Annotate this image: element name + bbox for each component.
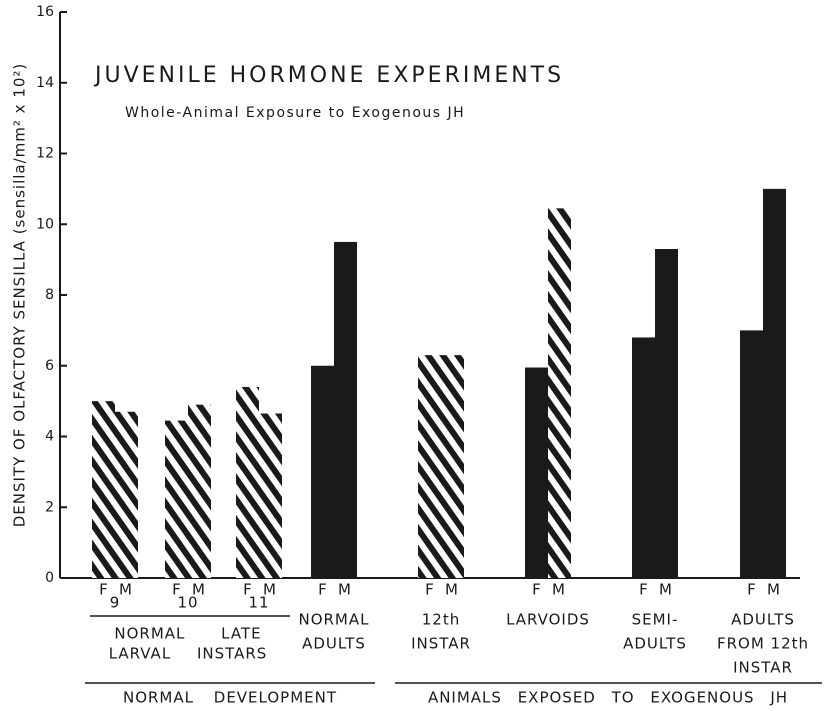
x-tick-label: 11: [248, 594, 269, 612]
y-tick-label: 4: [45, 429, 54, 445]
subgroup-label: NORMAL LATE: [114, 625, 261, 643]
x-tick-label: FROM 12th: [717, 635, 809, 653]
bar: [188, 404, 211, 578]
bar: [418, 355, 441, 578]
legend-label: M: [767, 581, 781, 599]
y-tick-label: 6: [45, 358, 54, 374]
group-label: NORMAL DEVELOPMENT: [123, 689, 337, 707]
bar: [311, 365, 334, 578]
bar: [165, 420, 188, 578]
x-tick-label: 9: [110, 594, 121, 612]
bar: [259, 413, 282, 578]
bar: [334, 241, 357, 578]
y-tick-label: 0: [45, 570, 54, 586]
legend-label: M: [338, 581, 352, 599]
x-tick-label: INSTAR: [411, 635, 471, 653]
bar: [236, 386, 259, 578]
legend-label: F: [243, 581, 253, 599]
legend-label: M: [119, 581, 133, 599]
x-tick-label: LARVOIDS: [506, 611, 590, 629]
y-tick-label: 2: [45, 499, 54, 515]
bar: [740, 330, 763, 578]
y-tick-label: 10: [36, 216, 54, 232]
bar: [525, 367, 548, 578]
x-tick-label: 10: [177, 594, 198, 612]
x-tick-label: ADULTS: [731, 611, 795, 629]
legend-label: F: [639, 581, 649, 599]
legend-label: F: [532, 581, 542, 599]
y-tick-label: 14: [36, 75, 54, 91]
y-tick-label: 8: [45, 287, 54, 303]
bar: [548, 208, 571, 579]
bar: [92, 401, 115, 578]
x-tick-label: SEMI-: [632, 611, 679, 629]
legend-label: F: [425, 581, 435, 599]
x-tick-label: 12th: [422, 611, 460, 629]
y-tick-label: 12: [36, 146, 54, 162]
x-tick-label: ADULTS: [623, 635, 687, 653]
bar: [763, 188, 786, 578]
chart-title: JUVENILE HORMONE EXPERIMENTS: [93, 63, 564, 88]
x-tick-label: INSTAR: [733, 659, 793, 677]
legend-label: F: [172, 581, 182, 599]
bar: [441, 355, 464, 578]
legend-label: M: [263, 581, 277, 599]
legend-label: M: [192, 581, 206, 599]
legend-label: F: [318, 581, 328, 599]
x-tick-label: NORMAL: [298, 611, 369, 629]
legend-label: M: [445, 581, 459, 599]
legend-label: M: [552, 581, 566, 599]
bar: [632, 337, 655, 578]
bar: [115, 411, 138, 578]
legend-label: F: [99, 581, 109, 599]
bar: [655, 249, 678, 578]
legend-label: M: [659, 581, 673, 599]
legend-label: F: [747, 581, 757, 599]
group-label: ANIMALS EXPOSED TO EXOGENOUS JH: [428, 689, 788, 707]
x-tick-label: ADULTS: [302, 635, 366, 653]
chart-subtitle: Whole-Animal Exposure to Exogenous JH: [125, 105, 465, 121]
subgroup-label: LARVAL INSTARS: [109, 645, 268, 663]
y-tick-label: 16: [36, 4, 54, 20]
y-axis-label: DENSITY OF OLFACTORY SENSILLA (sensilla/…: [11, 63, 29, 528]
